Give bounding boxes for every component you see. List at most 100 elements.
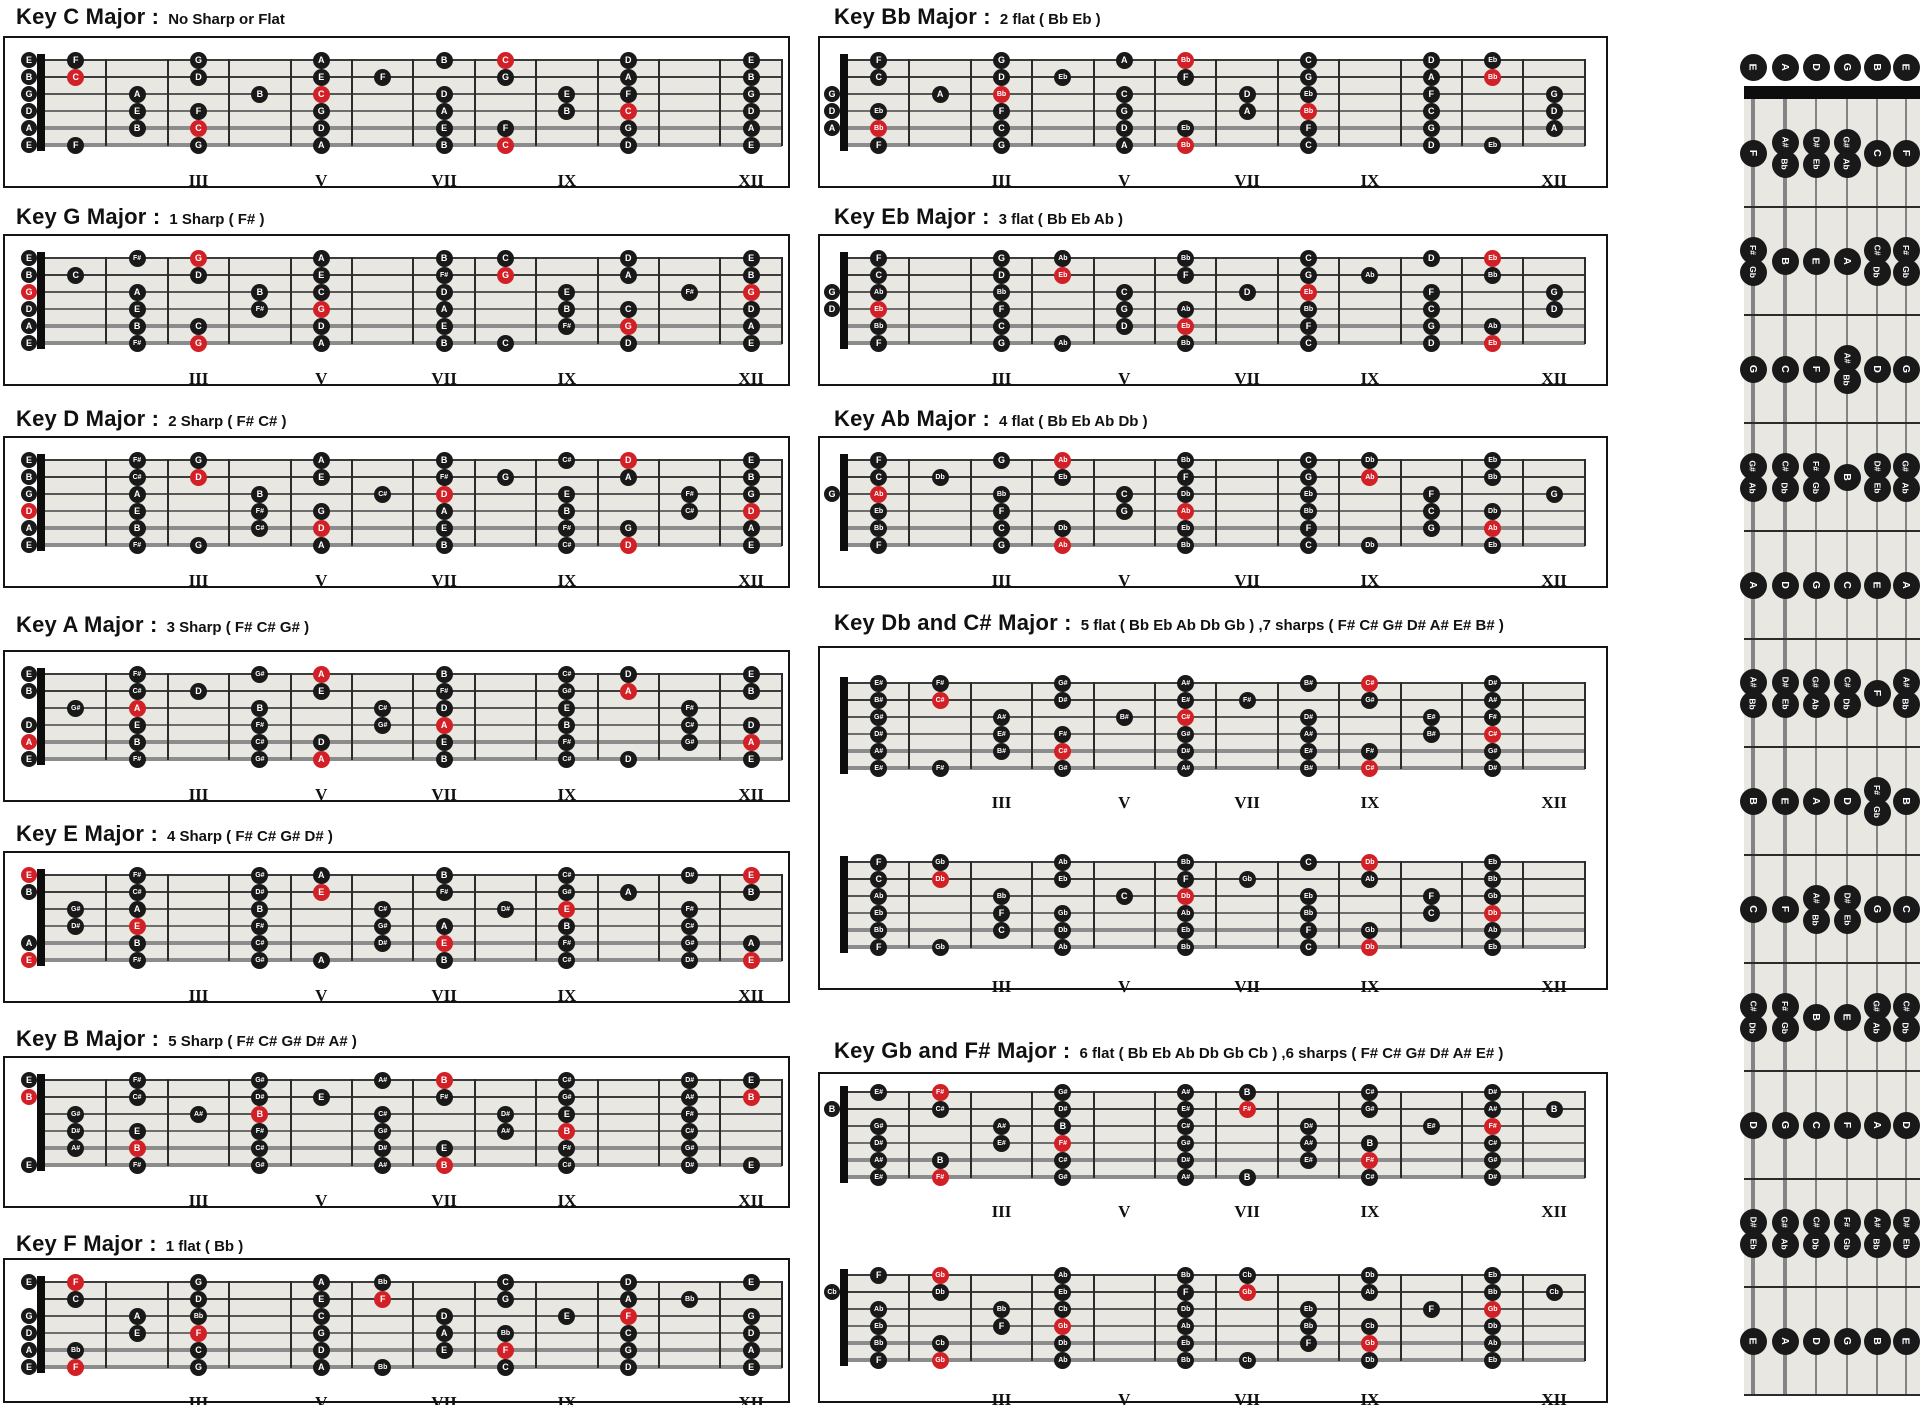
note-dot: D [1238,85,1256,103]
note-label: E [1899,1337,1912,1345]
note-dot: F# [558,733,576,751]
fret-line [228,874,231,961]
note-dot: D# [1177,1151,1195,1169]
note-dot: Bb [1484,870,1502,888]
note-dot: B [251,85,269,103]
note-dot: C# [1361,1168,1379,1186]
note-label: Db [1842,698,1852,710]
fret-numeral: III [188,1191,209,1210]
root-note-dot: F# [931,1168,949,1186]
note-dot: G# [251,665,269,683]
note-dot: D# [1484,759,1502,777]
note-dot: F [1177,68,1195,86]
fret-line [105,257,108,344]
note-dot: Bb [681,1290,699,1308]
open-note-dot: A [21,1342,37,1358]
note-dot: B [1238,1168,1256,1186]
nut-bar [840,454,848,551]
note-dot: D [742,102,760,120]
fret-line [412,59,415,146]
fret-line [1154,1091,1156,1178]
fret-line [1092,459,1095,546]
note-dot: D [993,68,1010,86]
note-label: C# [1748,1000,1758,1012]
note-dot: Db [1771,474,1799,502]
vertical-fret-line [1744,1286,1920,1288]
note-label: D# [1872,460,1882,472]
nut-bar [37,1074,45,1171]
root-note-dot: G [497,266,514,284]
fret-line [1461,459,1463,546]
note-dot: E [742,1156,760,1174]
note-label: A# [1842,352,1852,364]
note-dot: G [993,451,1010,469]
note-label: A# [1901,676,1911,688]
vertical-fret-line [1744,746,1920,748]
root-note-dot: Gb [1238,1283,1256,1301]
note-dot: B [1545,1100,1563,1118]
open-note-dot: A [21,520,37,536]
open-note-dot: A [21,734,37,750]
note-dot: Eb [1054,1283,1072,1301]
note-label: Db [1780,482,1790,494]
note-dot: Bb [1177,451,1195,469]
fret-numeral: VII [1234,369,1260,388]
note-dot: C# [931,1100,949,1118]
note-dot: D [312,317,330,335]
root-note-dot: C# [1054,742,1072,760]
fret-line [351,459,353,546]
note-dot: Db [1361,536,1379,554]
note-dot: G# [1177,1134,1195,1152]
fretboard-box-gb-fs-major [818,1072,1608,1403]
note-dot: G# [1054,674,1072,692]
note-dot: G# [1361,1100,1379,1118]
note-dot: E [435,519,453,537]
note-dot: C [1422,102,1440,120]
key-title: Key Gb and F# Major : [834,1038,1071,1063]
root-note-dot: F# [1484,1117,1502,1135]
note-dot: C# [558,665,576,683]
root-note-dot: A [619,682,637,700]
note-dot: Eb [1484,1266,1502,1284]
fret-line [1276,257,1279,344]
note-label: C [1747,905,1759,913]
note-dot: B [1739,787,1767,815]
fret-line [719,257,722,344]
note-dot: D# [870,1134,888,1152]
note-dot: F# [251,300,269,318]
note-dot: C [1115,85,1133,103]
note-dot: Eb [1484,853,1502,871]
section-title-c-major: Key C Major : No Sharp or Flat [16,4,285,30]
note-dot: Eb [1802,150,1830,178]
fret-line [908,459,911,546]
note-label: G [1746,364,1759,374]
note-dot: Bb [1771,150,1799,178]
note-dot: E [312,1088,330,1106]
note-dot: D# [374,934,392,952]
open-note-dot: D [824,301,840,317]
note-dot: Ab [870,283,888,301]
note-dot: C [870,68,888,86]
fret-line [596,874,599,961]
key-subtitle: 2 flat ( Bb Eb ) [999,11,1101,28]
fretboard-box-ab-major [818,436,1608,588]
fret-line [719,59,722,146]
note-label: Bb [1872,1238,1882,1250]
note-dot: C [190,317,207,335]
root-note-dot: Bb [870,119,888,137]
fret-line [351,59,353,146]
fret-numeral: VII [431,1393,457,1405]
fret-line [1215,1091,1218,1178]
note-dot: G [619,519,637,537]
note-dot: A# [1177,1083,1195,1101]
note-dot: F [870,451,888,469]
note-dot: F# [128,451,146,469]
note-dot: C [1771,355,1799,383]
section-title-gb-fs-major: Key Gb and F# Major : 6 flat ( Bb Eb Ab D… [834,1038,1503,1064]
note-dot: E# [993,1134,1010,1152]
vertical-fret-line [1744,206,1920,208]
root-note-dot: C [312,85,330,103]
note-dot: C [870,468,888,486]
note-label: B [1900,797,1912,805]
root-note-dot: A [128,699,146,717]
